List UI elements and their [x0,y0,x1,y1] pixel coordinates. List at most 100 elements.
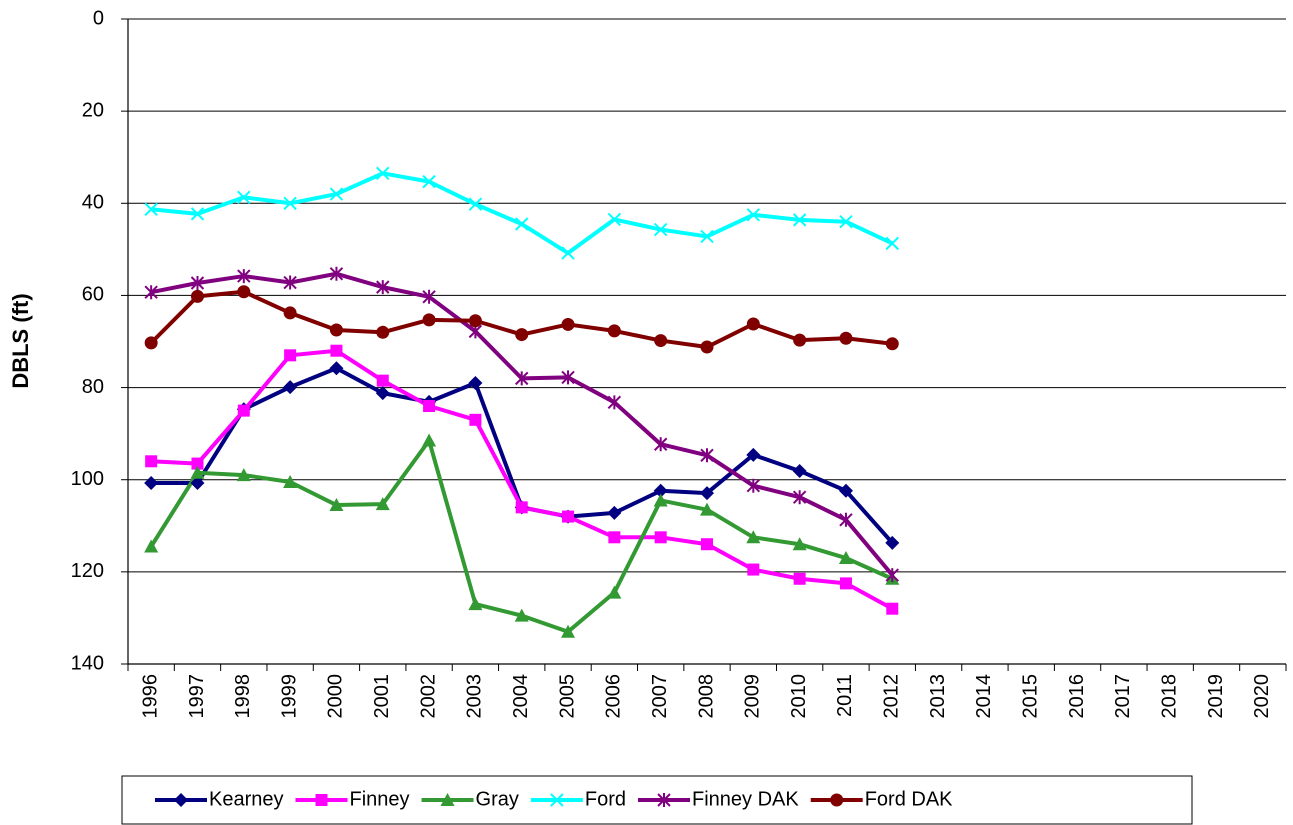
marker [190,475,205,490]
marker [144,202,158,216]
legend-label: Kearney [209,788,284,810]
x-tick-label: 2000 [325,674,347,719]
marker [237,269,251,284]
y-tick-label: 20 [82,99,104,121]
marker [792,537,807,551]
marker [561,624,576,638]
series-line [150,171,894,256]
legend-label: Ford DAK [865,788,953,810]
marker [653,437,668,452]
legend-label: Gray [476,788,519,810]
marker [515,501,528,514]
marker [830,793,844,807]
marker [174,793,188,807]
marker [700,486,714,501]
marker [607,212,622,227]
marker [550,793,564,807]
marker [330,344,343,357]
marker [607,395,622,410]
x-tick-label: 2019 [1205,674,1227,719]
marker [792,490,807,505]
marker [468,197,483,211]
x-tick-label: 2012 [881,674,903,719]
marker [422,289,436,304]
x-tick-label: 2005 [556,674,578,719]
marker [607,585,622,599]
y-tick-label: 60 [82,284,104,306]
x-tick-label: 1999 [278,674,300,719]
marker [746,478,761,493]
x-tick-label: 2020 [1251,674,1273,719]
marker [515,217,529,231]
marker [838,551,853,565]
marker [329,498,344,512]
y-axis-label: DBLS (ft) [8,293,33,388]
marker [315,794,328,806]
marker [885,535,900,550]
marker [283,475,298,489]
marker [144,336,158,350]
marker [423,400,436,412]
y-tick-label: 40 [82,192,104,214]
marker [283,306,297,320]
marker [329,323,343,337]
x-tick-label: 2017 [1112,674,1134,719]
marker [514,608,529,622]
marker [376,280,390,295]
marker [237,285,251,299]
marker [792,463,807,478]
marker [839,512,853,527]
x-tick-label: 1998 [232,674,254,719]
x-tick-label: 2001 [371,674,393,719]
marker [191,457,204,470]
y-tick-label: 120 [71,560,104,582]
marker [468,597,483,611]
x-tick-label: 2018 [1158,674,1180,719]
marker [561,370,575,385]
marker [746,530,761,544]
marker [654,531,667,544]
marker [657,793,671,807]
x-tick-label: 2009 [742,674,764,719]
marker [283,380,298,395]
x-tick-label: 2015 [1020,674,1042,719]
marker [144,285,158,300]
marker [468,314,482,328]
x-tick-label: 1997 [186,674,208,719]
marker [468,375,483,390]
marker [190,465,205,479]
marker [839,215,853,229]
marker [283,196,297,210]
marker [237,404,250,417]
marker [190,207,205,221]
marker [700,229,714,244]
x-tick-label: 2007 [649,674,671,719]
marker [700,340,714,354]
x-tick-label: 2011 [834,674,856,717]
series-line [151,366,894,545]
marker [236,468,251,482]
x-tick-label: 2014 [973,674,995,719]
marker [838,483,853,498]
marker [329,187,344,201]
marker [440,793,455,806]
marker [746,208,761,222]
marker [422,174,436,189]
x-tick-label: 2003 [464,674,486,719]
legend-label: Ford [585,788,626,810]
marker [792,213,807,227]
marker [144,539,159,553]
marker [746,317,760,331]
marker [190,275,205,290]
marker [886,602,899,615]
marker [190,289,204,303]
legend-label: Finney DAK [692,788,799,810]
marker [376,166,390,181]
marker [607,324,621,338]
marker [237,190,251,205]
x-tick-label: 2004 [510,674,532,719]
marker [608,531,621,544]
marker [746,447,761,462]
marker [561,317,575,331]
